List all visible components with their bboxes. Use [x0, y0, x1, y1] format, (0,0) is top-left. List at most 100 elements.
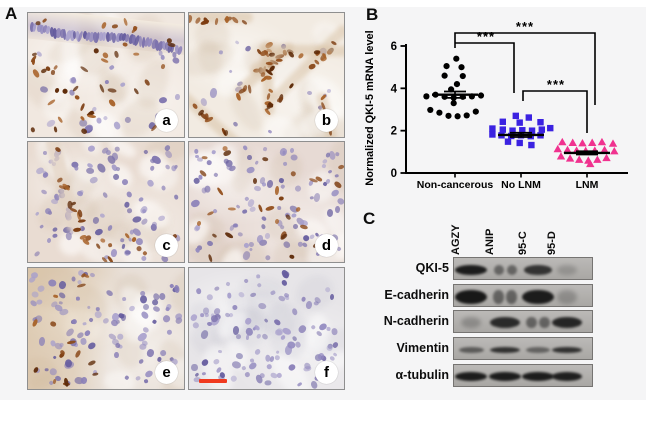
- blot-band: [506, 289, 517, 304]
- blot-band: [522, 372, 554, 381]
- nucleus: [223, 129, 229, 137]
- nucleus: [261, 156, 269, 162]
- nucleus: [50, 69, 56, 75]
- data-point: [450, 100, 457, 107]
- data-point: [547, 124, 554, 132]
- significance-bracket: [454, 32, 596, 105]
- nucleus: [133, 52, 140, 56]
- data-point: [445, 112, 452, 119]
- nucleus: [235, 203, 241, 209]
- nucleus: [262, 146, 268, 152]
- nucleus: [237, 231, 244, 238]
- nucleus: [248, 361, 259, 371]
- nucleus: [48, 367, 57, 376]
- nucleus: [138, 35, 142, 47]
- nucleus: [225, 281, 231, 287]
- blot-row-label: α-tubulin: [395, 368, 450, 382]
- nucleus: [241, 19, 248, 26]
- blot-band: [523, 264, 553, 275]
- data-point: [441, 72, 448, 79]
- nucleus: [91, 372, 99, 376]
- nucleus: [174, 93, 180, 100]
- category-label: Non-cancerous: [417, 179, 494, 191]
- nucleus: [308, 62, 317, 70]
- data-point: [423, 93, 430, 100]
- blot-band: [493, 289, 504, 304]
- nucleus: [80, 376, 88, 384]
- nucleus: [214, 286, 220, 292]
- data-point: [553, 144, 562, 153]
- image-letter-badge: c: [155, 234, 178, 257]
- significance-bracket: [522, 90, 588, 133]
- nucleus: [252, 177, 258, 185]
- blot-box: [453, 310, 593, 333]
- nucleus: [79, 102, 86, 112]
- nucleus: [51, 226, 59, 233]
- nucleus: [35, 298, 43, 305]
- nucleus: [244, 371, 251, 378]
- blot-row-label: Vimentin: [396, 341, 449, 355]
- nucleus: [193, 148, 199, 155]
- panel-b-label: B: [366, 5, 379, 24]
- nucleus: [30, 271, 38, 279]
- data-point: [519, 127, 526, 134]
- panel-a-label: A: [5, 4, 18, 23]
- significance-stars: ***: [547, 77, 565, 92]
- nucleus: [286, 340, 296, 349]
- data-point: [512, 112, 519, 120]
- y-tick-label: 4: [391, 83, 398, 95]
- data-point: [602, 153, 611, 162]
- nucleus: [232, 325, 240, 335]
- data-point: [537, 118, 544, 126]
- y-tick-label: 0: [391, 168, 397, 180]
- nucleus: [302, 365, 312, 373]
- nucleus: [105, 289, 114, 298]
- data-point: [568, 138, 577, 146]
- blot-row-label: E-cadherin: [384, 288, 449, 302]
- category-label: LNM: [576, 179, 599, 191]
- blot-band: [525, 346, 551, 353]
- nucleus: [76, 296, 81, 301]
- data-point: [528, 127, 536, 134]
- nucleus: [74, 349, 82, 359]
- data-point: [608, 139, 618, 147]
- nucleus: [257, 203, 264, 213]
- data-point: [489, 125, 496, 132]
- nucleus: [135, 375, 142, 382]
- nucleus: [87, 359, 97, 367]
- nucleus: [275, 185, 280, 195]
- data-point: [499, 126, 506, 133]
- nucleus: [276, 205, 282, 210]
- nucleus: [30, 126, 36, 133]
- data-point: [578, 138, 587, 147]
- nucleus: [241, 208, 248, 214]
- data-point: [597, 137, 607, 146]
- blot-band: [460, 317, 481, 328]
- nucleus: [59, 342, 64, 347]
- blot-band: [490, 317, 520, 328]
- nucleus: [264, 232, 271, 239]
- nucleus: [264, 354, 271, 362]
- nucleus: [321, 163, 327, 168]
- nucleus: [40, 189, 48, 196]
- image-letter-badge: b: [315, 109, 338, 132]
- image-letter-badge: d: [315, 234, 338, 257]
- qki5-mrna-scatter-chart: 0 2 4 6 Non-cancerous No LNM LNM Normalized QKI…: [364, 19, 628, 191]
- lane-label: AGZY: [450, 224, 462, 255]
- data-point: [565, 154, 575, 162]
- nucleus: [159, 293, 166, 301]
- data-point: [477, 92, 485, 99]
- nucleus: [46, 237, 52, 244]
- nucleus: [125, 190, 133, 199]
- blot-band: [557, 289, 577, 304]
- nucleus: [288, 253, 295, 259]
- nucleus: [266, 179, 274, 189]
- nucleus: [166, 329, 173, 335]
- nucleus: [309, 380, 319, 389]
- nucleus: [161, 314, 172, 324]
- nucleus: [224, 16, 230, 23]
- blot-box: [453, 337, 593, 360]
- blot-band: [493, 264, 504, 275]
- nucleus: [95, 116, 102, 124]
- nucleus: [209, 87, 218, 99]
